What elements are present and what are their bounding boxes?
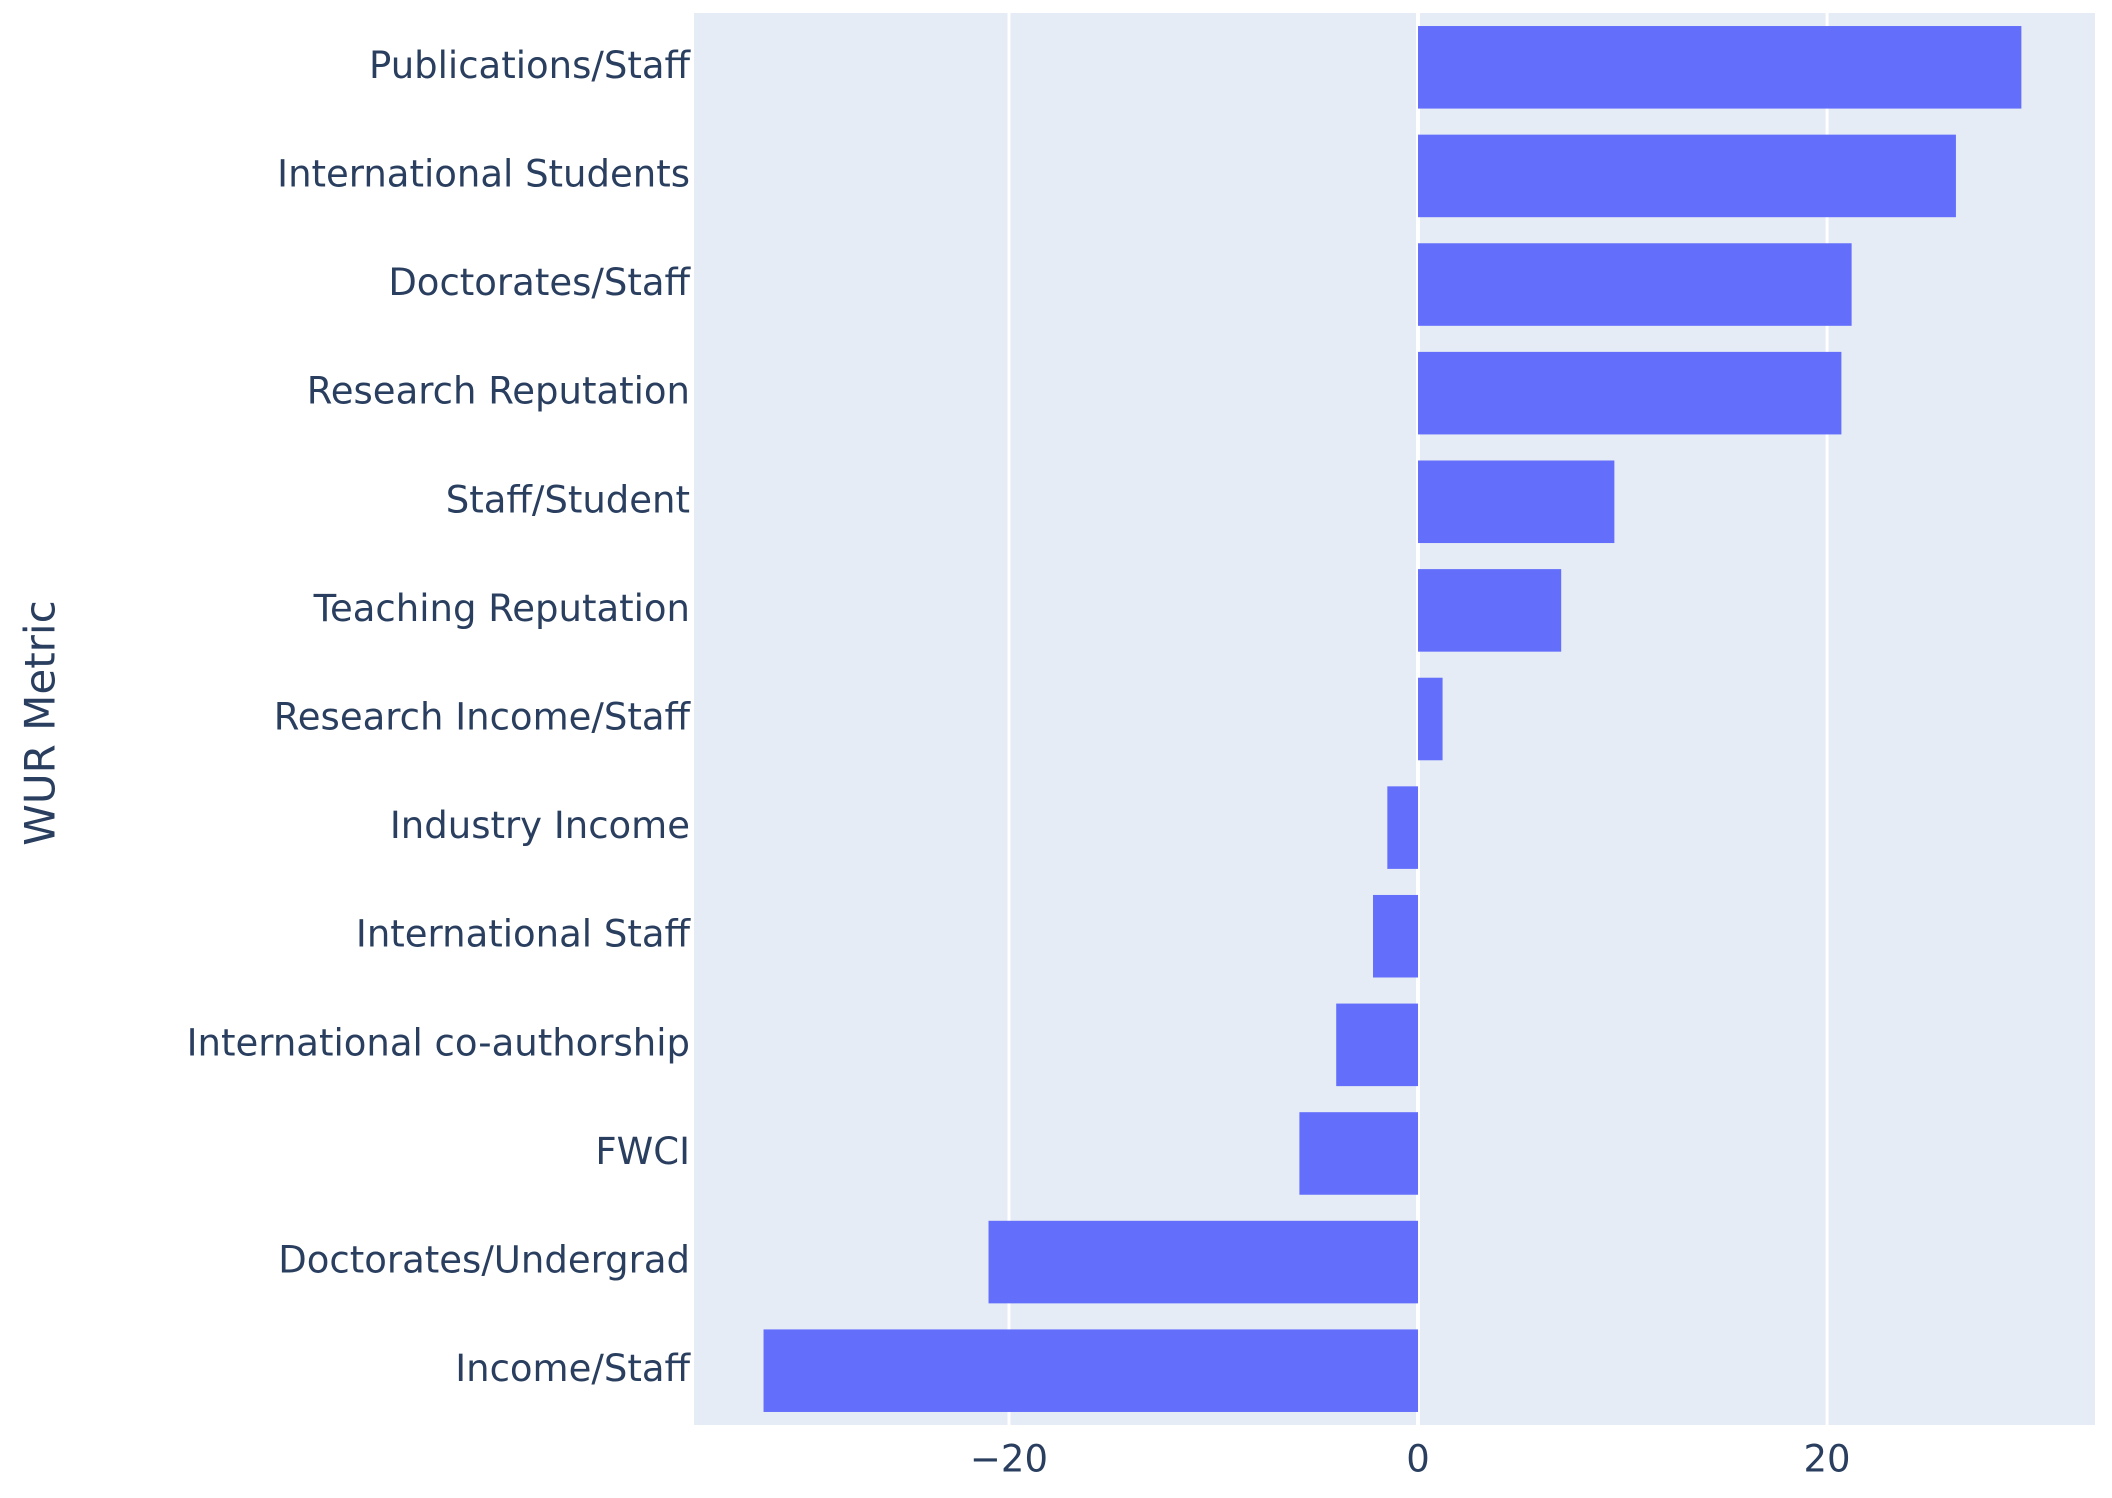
plot-background — [694, 13, 2095, 1425]
bar — [1418, 351, 1842, 435]
y-axis-title: WUR Metric — [16, 600, 65, 845]
y-tick-label: Doctorates/Undergrad — [278, 1239, 690, 1282]
y-tick-label: International co-authorship — [187, 1021, 690, 1064]
bar — [763, 1329, 1419, 1412]
y-tick-label: International Staff — [356, 913, 692, 956]
y-tick-label: Teaching Reputation — [313, 587, 690, 630]
x-tick-label: 0 — [1406, 1438, 1430, 1481]
y-tick-label: Research Income/Staff — [274, 696, 692, 739]
bar — [988, 1220, 1419, 1304]
bar — [1418, 569, 1562, 652]
y-tick-label: Industry Income — [390, 804, 690, 847]
y-tick-label: Doctorates/Staff — [388, 261, 691, 304]
y-tick-label: Publications/Staff — [369, 44, 691, 87]
bar — [1387, 786, 1419, 869]
bar — [1418, 677, 1443, 761]
y-tick-label: Research Reputation — [307, 370, 690, 413]
y-tick-label: Staff/Student — [446, 478, 690, 521]
bar — [1336, 1003, 1419, 1087]
bar — [1418, 134, 1956, 218]
bar — [1299, 1112, 1419, 1195]
x-tick-label: −20 — [970, 1438, 1048, 1481]
y-tick-label: Income/Staff — [455, 1347, 691, 1390]
bar — [1418, 243, 1852, 326]
x-tick-label: 20 — [1804, 1438, 1851, 1481]
bar — [1418, 26, 2022, 109]
bar — [1373, 894, 1419, 978]
y-tick-label: International Students — [277, 152, 690, 195]
bar — [1418, 460, 1615, 544]
y-tick-label: FWCI — [595, 1130, 690, 1173]
